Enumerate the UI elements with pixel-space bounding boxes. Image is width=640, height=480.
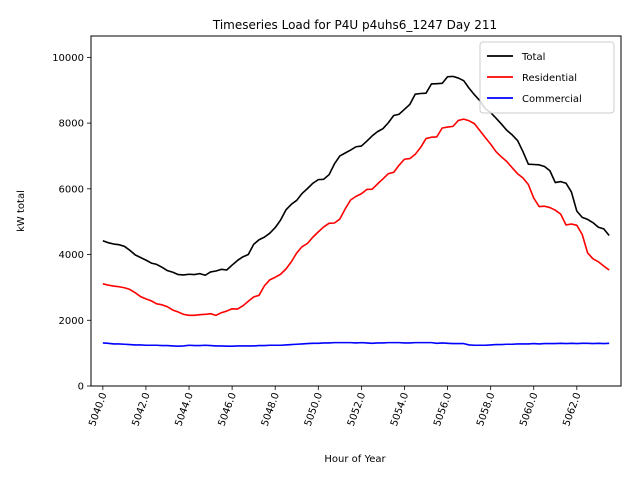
legend-label-commercial: Commercial	[522, 94, 582, 105]
y-tick-label: 4000	[59, 250, 84, 261]
y-tick-label: 6000	[59, 184, 84, 195]
y-tick-label: 10000	[52, 53, 84, 64]
y-tick-label: 2000	[59, 316, 84, 327]
legend-label-total: Total	[521, 52, 545, 63]
x-axis-label: Hour of Year	[324, 454, 386, 465]
legend: Total Residential Commercial	[479, 41, 615, 114]
plot-frame	[90, 35, 622, 387]
series-layer	[102, 75, 610, 348]
legend-label-residential: Residential	[522, 73, 577, 84]
y-tick-label: 0	[78, 382, 84, 393]
y-axis: 0 2000 4000 6000 8000 10000	[52, 53, 91, 393]
series-line-commercial	[102, 341, 610, 348]
legend-box	[479, 41, 615, 114]
y-axis-label: kW total	[16, 190, 27, 232]
y-tick-label: 8000	[59, 119, 84, 130]
chart-title: Timeseries Load for P4U p4uhs6_1247 Day …	[212, 18, 497, 32]
series-line-total	[102, 75, 610, 277]
series-line-residential	[102, 118, 610, 317]
